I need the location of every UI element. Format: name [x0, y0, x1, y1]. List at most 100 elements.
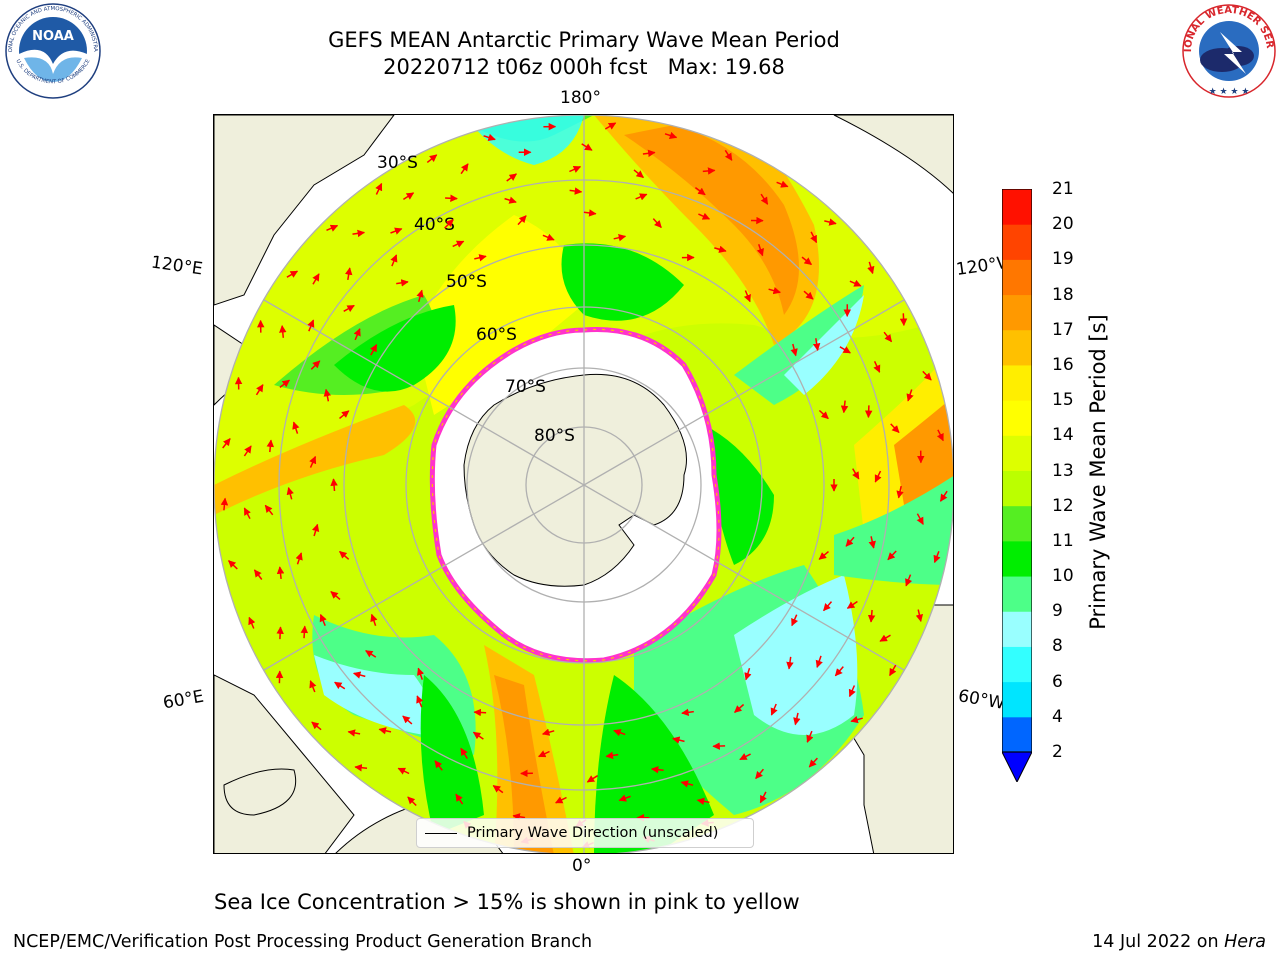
wave-arrow: [915, 609, 924, 623]
colorbar-tick-label: 19: [1052, 249, 1074, 270]
lat-label-80s: 80°S: [534, 426, 575, 446]
colorbar-block: [1002, 294, 1032, 331]
wave-arrow: [444, 219, 454, 229]
wave-arrow: [311, 721, 322, 731]
footer-date: 14 Jul 2022 on Hera: [1092, 932, 1266, 952]
wave-arrow: [618, 794, 631, 802]
colorbar-block: [1002, 505, 1032, 542]
colorbar-tick-label: 21: [1052, 179, 1074, 199]
wave-arrow: [512, 813, 526, 821]
wave-arrow: [339, 410, 350, 419]
polar-map: 30°S 40°S 50°S 60°S 70°S 80°S: [214, 115, 953, 853]
wave-arrow: [776, 180, 789, 188]
wave-arrow: [352, 229, 366, 238]
wave-arrow: [604, 122, 617, 130]
wave-arrow: [334, 681, 346, 690]
colorbar-under-triangle: [1002, 751, 1032, 782]
wave-arrow: [755, 768, 764, 780]
lat-label-60s: 60°S: [476, 325, 517, 345]
wave-arrow: [633, 169, 644, 179]
wave-arrow: [309, 680, 317, 693]
wave-arrow: [818, 551, 829, 560]
wave-arrow: [330, 591, 341, 600]
wave-arrow: [680, 780, 694, 788]
wave-arrow: [354, 764, 368, 772]
wave-arrow: [473, 708, 487, 717]
wave-arrow: [933, 551, 941, 564]
lon-label-180: 180°: [560, 88, 601, 108]
wave-arrow: [672, 736, 685, 744]
colorbar-tick-label: 12: [1052, 495, 1074, 516]
wave-arrow: [850, 715, 863, 724]
wave-arrow: [310, 360, 321, 370]
wave-arrow: [581, 143, 593, 151]
wave-arrow: [343, 304, 355, 313]
wave-arrow: [896, 485, 904, 499]
wave-arrow: [698, 212, 711, 220]
wave-arrow: [874, 470, 882, 483]
wave-arrow: [472, 731, 484, 740]
wave-arrow: [365, 649, 377, 658]
colorbar-tick-label: 2: [1052, 742, 1063, 762]
colorbar-block: [1002, 470, 1032, 507]
wave-arrow: [309, 455, 317, 468]
wave-arrow: [445, 194, 458, 203]
wave-arrow: [868, 536, 876, 549]
wave-arrow: [255, 384, 264, 396]
wave-arrow: [834, 666, 844, 677]
wave-arrow: [402, 192, 415, 201]
wave-arrow: [264, 504, 274, 516]
lon-label-60e: 60°E: [161, 686, 206, 714]
footer-credit: NCEP/EMC/Verification Post Processing Pr…: [13, 932, 593, 952]
wave-arrow: [815, 655, 823, 669]
wave-arrow: [724, 149, 733, 161]
wave-arrow: [474, 254, 487, 262]
wave-arrow: [452, 240, 465, 248]
wave-arrow: [397, 767, 410, 775]
wave-arrow: [734, 703, 745, 713]
wave-arrow: [416, 695, 424, 708]
wave-arrow: [248, 616, 256, 629]
colorbar-block: [1002, 576, 1032, 612]
colorbar-block: [1002, 646, 1032, 683]
wave-arrow: [347, 729, 361, 737]
colorbar-tick-label: 9: [1052, 601, 1063, 622]
wave-arrow: [806, 730, 814, 743]
wave-arrow: [492, 784, 504, 794]
wave-arrow: [286, 270, 299, 278]
wave-arrow: [652, 218, 662, 229]
wave-arrow: [939, 490, 948, 502]
wave-arrow: [664, 131, 678, 140]
wave-arrow: [786, 656, 794, 670]
wave-arrow: [312, 273, 320, 285]
wave-arrow: [434, 760, 443, 771]
colorbar-tick-label: 8: [1052, 636, 1063, 657]
wave-arrow: [823, 601, 833, 612]
colorbar-title: Primary Wave Mean Period [s]: [1086, 314, 1110, 630]
colorbar-block: [1002, 435, 1032, 471]
wave-arrow: [506, 173, 518, 182]
colorbar-block: [1002, 716, 1032, 753]
wave-arrow: [694, 186, 706, 196]
wave-arrow: [605, 751, 619, 760]
wave-arrow: [243, 507, 251, 520]
colorbar-tick-label: 6: [1052, 671, 1063, 692]
wave-arrow: [344, 267, 353, 281]
wave-arrow: [460, 747, 468, 759]
wave-arrow: [867, 609, 876, 623]
wave-arrow: [370, 343, 378, 356]
colorbar-tick-label: 13: [1052, 460, 1074, 481]
wave-arrow: [702, 167, 716, 175]
colorbar-tick-label: 15: [1052, 390, 1074, 411]
wave-arrow: [569, 165, 582, 173]
wave-arrow: [292, 421, 300, 434]
wave-arrow: [307, 319, 315, 332]
wave-arrow: [852, 468, 860, 480]
wave-arrow: [810, 231, 818, 244]
wave-arrow: [295, 552, 303, 565]
colorbar-block: [1002, 364, 1032, 401]
colorbar-block: [1002, 681, 1032, 718]
wave-arrow: [890, 423, 900, 434]
wave-arrow: [791, 614, 799, 627]
wave-arrow: [517, 215, 527, 226]
